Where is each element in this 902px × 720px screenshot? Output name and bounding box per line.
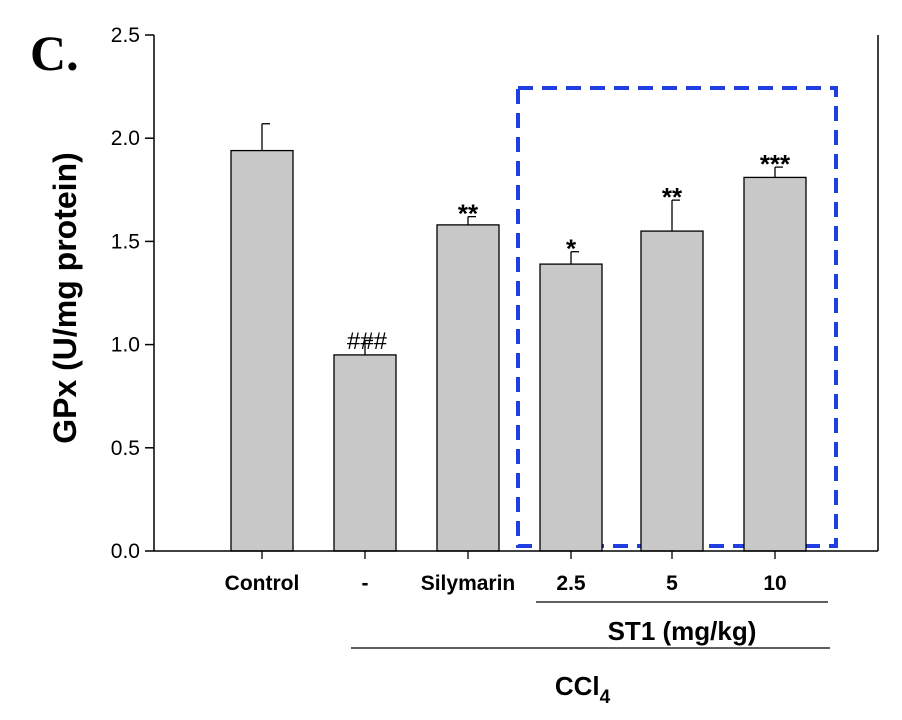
x-axis: Control - Silymarin 2.5 5 10 bbox=[154, 550, 878, 595]
y-tick-label: 2.0 bbox=[111, 127, 140, 150]
significance-label: * bbox=[566, 234, 577, 264]
x-tick-label: Silymarin bbox=[421, 572, 516, 595]
y-axis: 0.0 0.5 1.0 1.5 2.0 2.5 bbox=[111, 24, 879, 563]
bars: ###******** bbox=[230, 86, 838, 552]
significance-label: ** bbox=[458, 199, 479, 229]
x-tick-label: Control bbox=[225, 572, 300, 595]
y-tick-label: 1.0 bbox=[111, 334, 140, 357]
highlight-dashed-box bbox=[516, 86, 838, 548]
y-axis-label: GPx (U/mg protein) bbox=[47, 152, 83, 444]
y-tick-label: 1.5 bbox=[111, 230, 140, 253]
significance-label: ** bbox=[662, 182, 683, 212]
ccl4-group-label: CCl4 bbox=[555, 671, 611, 708]
x-tick-label: - bbox=[362, 572, 369, 595]
y-tick-label: 2.5 bbox=[111, 24, 140, 47]
significance-label: *** bbox=[760, 149, 791, 179]
x-tick-label: 10 bbox=[763, 572, 786, 595]
bar bbox=[539, 263, 603, 552]
x-tick-label: 5 bbox=[666, 572, 678, 595]
y-tick-label: 0.5 bbox=[111, 437, 140, 460]
bar bbox=[436, 224, 500, 552]
bar bbox=[230, 149, 294, 552]
x-tick-label: 2.5 bbox=[556, 572, 586, 595]
st1-group-label: ST1 (mg/kg) bbox=[608, 616, 757, 646]
bar bbox=[333, 354, 397, 552]
significance-label: ### bbox=[347, 328, 388, 355]
bar bbox=[640, 230, 704, 552]
group-brackets: ST1 (mg/kg) CCl4 bbox=[351, 601, 830, 708]
panel-label: C. bbox=[30, 25, 79, 81]
bar bbox=[743, 176, 807, 552]
y-tick-label: 0.0 bbox=[111, 540, 140, 563]
